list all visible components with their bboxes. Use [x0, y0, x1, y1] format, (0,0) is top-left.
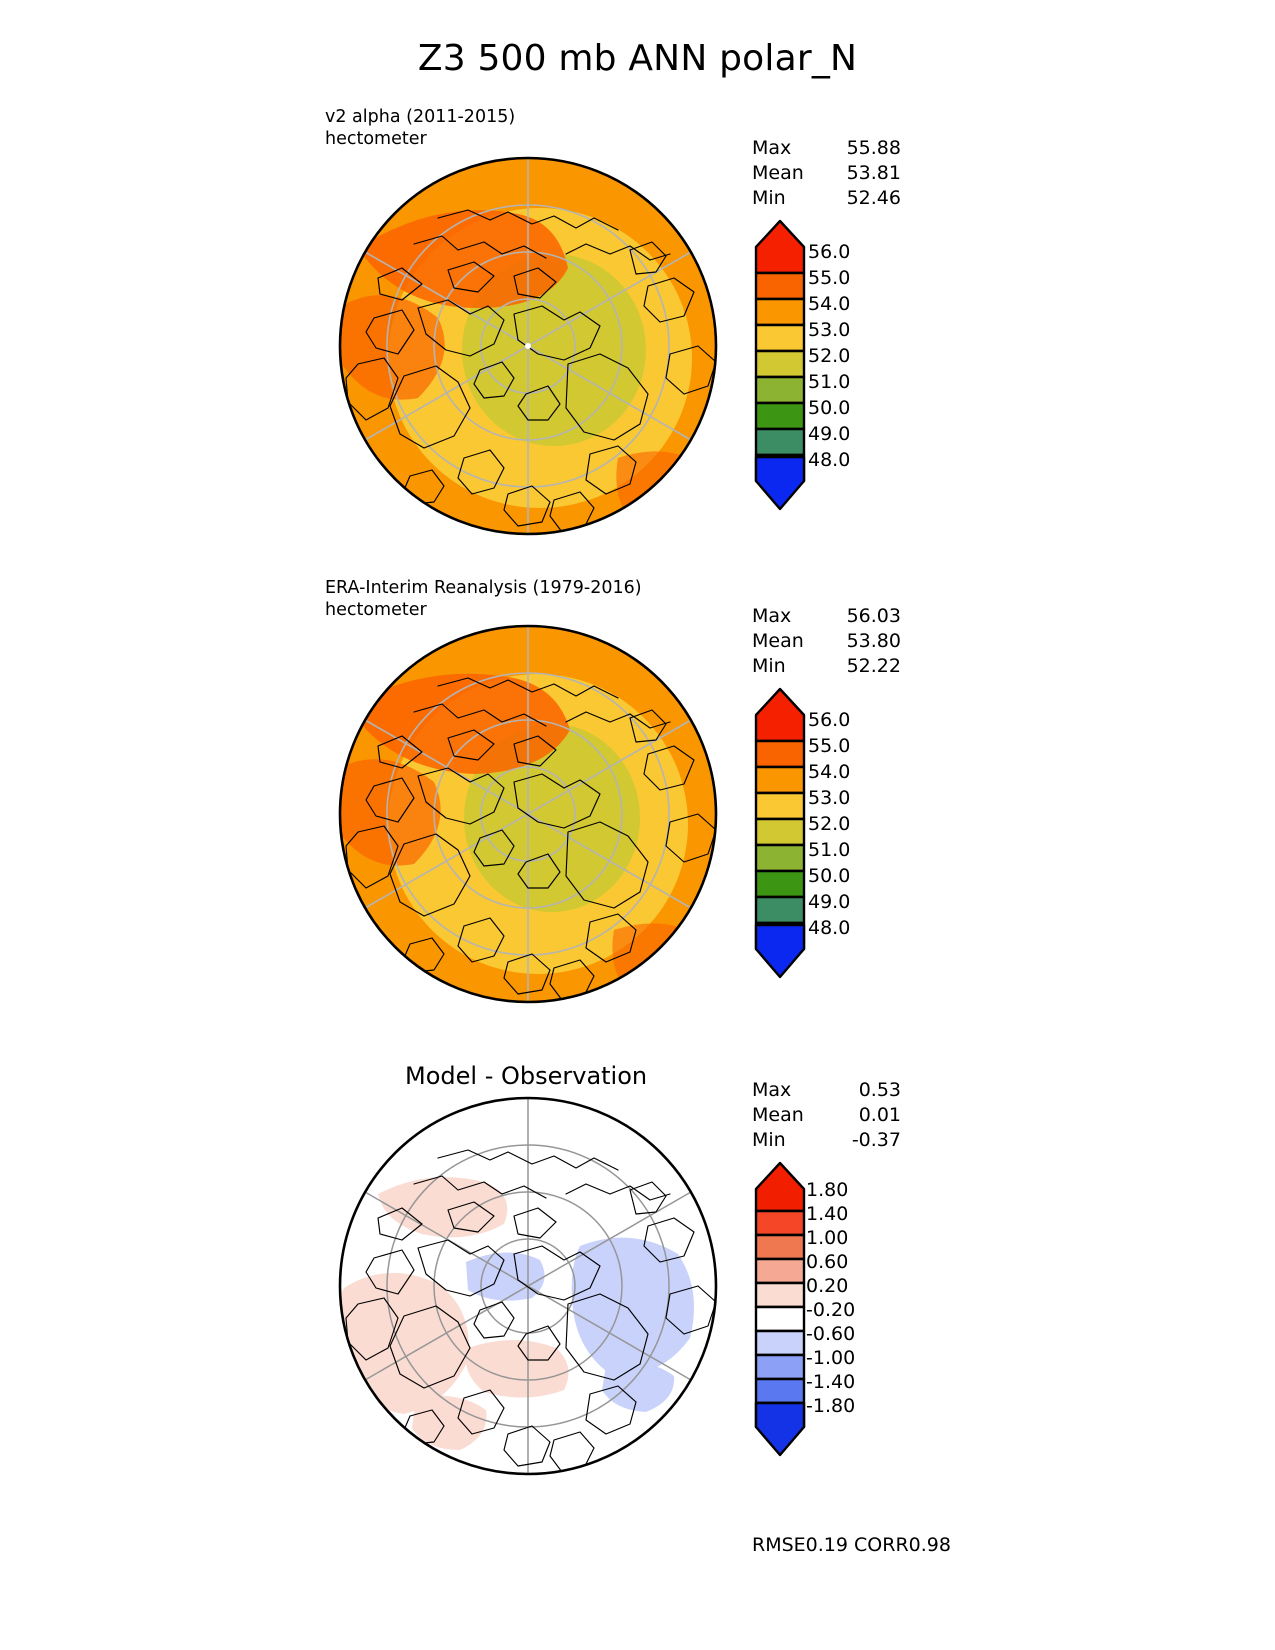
stat-value: 53.80 [846, 630, 901, 652]
stat-key: Max [752, 137, 792, 159]
stat-key: Mean [752, 630, 804, 652]
colorbar-tick: 56.0 [808, 709, 851, 731]
colorbar-observation [750, 681, 810, 979]
colorbar-tick: -0.60 [806, 1323, 856, 1345]
colorbar-tick: 49.0 [808, 891, 851, 913]
stat-key: Min [752, 187, 786, 209]
stat-value: 52.22 [846, 655, 901, 677]
colorbar-tick: 0.60 [806, 1251, 849, 1273]
colorbar-tick: -1.80 [806, 1395, 856, 1417]
polar-map-model [318, 156, 738, 558]
colorbar-tick: 1.80 [806, 1179, 849, 1201]
stat-key: Max [752, 1079, 792, 1101]
colorbar-tick: 54.0 [808, 761, 851, 783]
colorbar-tick: 52.0 [808, 813, 851, 835]
colorbar-tick: 48.0 [808, 449, 851, 471]
colorbar-tick: 55.0 [808, 267, 851, 289]
colorbar-tick: -0.20 [806, 1299, 856, 1321]
panel-observation-label-line2: hectometer [325, 600, 427, 620]
colorbar-tick: 50.0 [808, 397, 851, 419]
colorbar-tick: -1.00 [806, 1347, 856, 1369]
colorbar-tick: 56.0 [808, 241, 851, 263]
stat-value: 52.46 [846, 187, 901, 209]
stat-value: 56.03 [846, 605, 901, 627]
stat-value: 0.19 [805, 1534, 848, 1556]
stat-key: CORR [854, 1534, 909, 1556]
polar-map-observation [318, 624, 738, 1026]
polar-map-difference [318, 1096, 738, 1498]
panel-observation-label-line1: ERA-Interim Reanalysis (1979-2016) [325, 578, 642, 598]
colorbar-difference [750, 1155, 810, 1457]
panel-model-label-line2: hectometer [325, 129, 427, 149]
colorbar-tick: 55.0 [808, 735, 851, 757]
stat-value: -0.37 [851, 1129, 901, 1151]
stat-value: 0.53 [858, 1079, 901, 1101]
colorbar-tick: 49.0 [808, 423, 851, 445]
page-title: Z3 500 mb ANN polar_N [417, 38, 858, 79]
panel-observation-stats: Max 56.03 Mean 53.80 Min 52.22 [752, 604, 901, 679]
colorbar-tick: 48.0 [808, 917, 851, 939]
colorbar-model [750, 213, 810, 511]
colorbar-tick: -1.40 [806, 1371, 856, 1393]
colorbar-tick: 51.0 [808, 839, 851, 861]
stat-key: Max [752, 605, 792, 627]
colorbar-tick: 53.0 [808, 787, 851, 809]
colorbar-tick: 1.00 [806, 1227, 849, 1249]
colorbar-tick: 53.0 [808, 319, 851, 341]
panel-model-label-line1: v2 alpha (2011-2015) [325, 107, 516, 127]
colorbar-tick: 50.0 [808, 865, 851, 887]
stat-value: 0.01 [858, 1104, 901, 1126]
stat-key: Min [752, 1129, 786, 1151]
stat-value: 53.81 [846, 162, 901, 184]
colorbar-tick: 0.20 [806, 1275, 849, 1297]
stat-value: 55.88 [846, 137, 901, 159]
panel-difference-stats: Max 0.53 Mean 0.01 Min -0.37 [752, 1078, 901, 1153]
stat-key: Min [752, 655, 786, 677]
stat-value: 0.98 [908, 1534, 951, 1556]
difference-footer-stats: RMSE0.19 CORR0.98 [752, 1533, 951, 1558]
stat-key: RMSE [752, 1534, 806, 1556]
panel-difference-title: Model - Observation [405, 1062, 648, 1090]
colorbar-tick: 51.0 [808, 371, 851, 393]
stat-key: Mean [752, 162, 804, 184]
colorbar-tick: 1.40 [806, 1203, 849, 1225]
colorbar-tick: 54.0 [808, 293, 851, 315]
panel-model-stats: Max 55.88 Mean 53.81 Min 52.46 [752, 136, 901, 211]
colorbar-tick: 52.0 [808, 345, 851, 367]
stat-key: Mean [752, 1104, 804, 1126]
